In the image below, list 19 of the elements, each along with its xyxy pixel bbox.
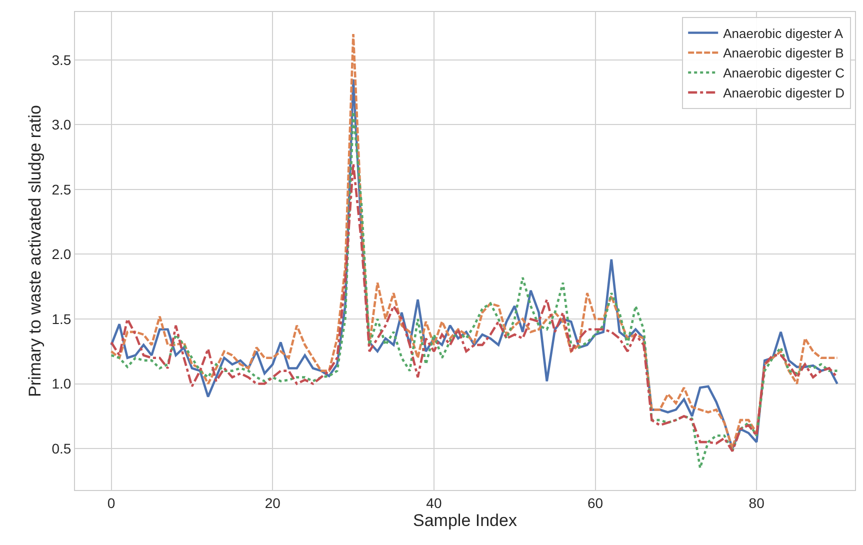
y-axis-title: Primary to waste activated sludge ratio xyxy=(25,105,44,397)
legend-label: Anaerobic digester A xyxy=(723,26,844,41)
y-tick-label: 3.0 xyxy=(52,116,72,133)
y-tick-label: 2.5 xyxy=(52,181,72,198)
y-tick-label: 1.0 xyxy=(52,376,72,392)
legend-label: Anaerobic digester B xyxy=(723,46,844,61)
legend-label: Anaerobic digester D xyxy=(723,86,845,100)
legend-label: Anaerobic digester C xyxy=(723,66,845,81)
y-tick-label: 1.5 xyxy=(52,310,72,327)
x-tick-label: 0 xyxy=(107,494,116,511)
x-tick-label: 80 xyxy=(748,494,765,511)
y-tick-label: 0.5 xyxy=(52,440,72,456)
y-tick-label: 3.5 xyxy=(52,52,72,68)
y-tick-label: 2.0 xyxy=(52,246,72,262)
x-tick-label: 20 xyxy=(264,494,281,511)
x-axis-title: Sample Index xyxy=(413,511,518,530)
x-tick-label: 60 xyxy=(587,494,604,511)
line-series xyxy=(110,162,838,452)
x-tick-label: 40 xyxy=(426,494,442,511)
